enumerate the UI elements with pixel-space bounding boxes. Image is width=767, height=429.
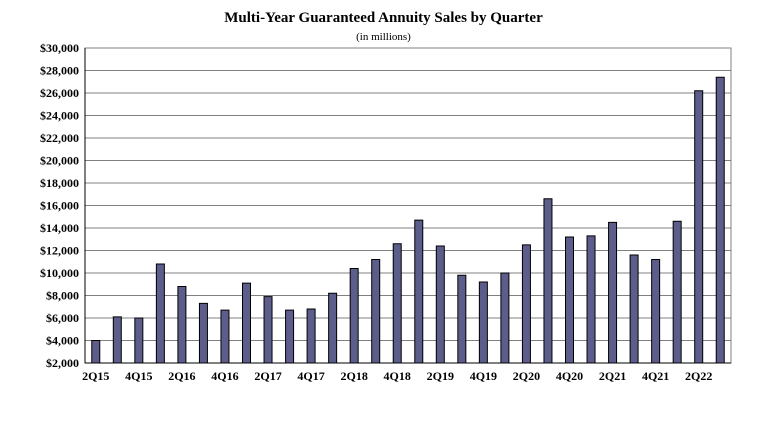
bar-1Q21 (586, 235, 596, 364)
bar-4Q21 (651, 259, 661, 364)
bar-2Q16 (177, 286, 187, 364)
bar-2Q18 (349, 268, 359, 364)
y-tick-label: $2,000 (46, 356, 79, 370)
y-tick-label: $22,000 (40, 131, 79, 145)
x-tick-label: 2Q22 (685, 369, 712, 383)
y-tick-label: $8,000 (46, 289, 79, 303)
bar-2Q15 (91, 340, 101, 364)
y-tick-label: $26,000 (40, 86, 79, 100)
x-tick-label: 2Q18 (340, 369, 367, 383)
bar-2Q21 (608, 221, 618, 364)
bar-1Q16 (155, 263, 165, 364)
y-tick-label: $12,000 (40, 244, 79, 258)
bar-3Q18 (371, 259, 381, 364)
x-tick-label: 4Q18 (384, 369, 411, 383)
bar-1Q19 (414, 219, 424, 364)
y-tick-label: $10,000 (40, 266, 79, 280)
bars (91, 76, 725, 364)
bar-3Q16 (198, 302, 208, 364)
y-tick-label: $30,000 (40, 41, 79, 55)
y-tick-label: $6,000 (46, 311, 79, 325)
y-tick-label: $14,000 (40, 221, 79, 235)
bar-3Q15 (112, 316, 122, 364)
chart-subtitle: (in millions) (356, 31, 411, 43)
bar-1Q22 (672, 220, 682, 364)
y-tick-label: $16,000 (40, 199, 79, 213)
y-tick-label: $4,000 (46, 334, 79, 348)
bar-2Q19 (435, 245, 445, 364)
x-tick-label: 4Q21 (642, 369, 669, 383)
bar-4Q15 (134, 317, 144, 364)
bar-3Q19 (457, 274, 467, 364)
bar-2Q20 (521, 244, 531, 364)
x-tick-label: 4Q19 (470, 369, 497, 383)
bar-4Q20 (565, 236, 574, 364)
bar-3Q21 (629, 254, 639, 364)
bar-2Q17 (263, 296, 273, 364)
x-tick-label: 4Q16 (211, 369, 238, 383)
x-tick-label: 4Q15 (125, 369, 152, 383)
bar-4Q18 (392, 243, 402, 364)
x-tick-label: 2Q15 (82, 369, 109, 383)
y-axis: $2,000 $4,000 $6,000 $8,000 $10,000 $12,000 $1… (40, 41, 86, 370)
bar-3Q17 (285, 309, 295, 364)
bar-4Q17 (306, 308, 316, 364)
bar-4Q16 (220, 309, 230, 364)
x-tick-label: 2Q20 (513, 369, 540, 383)
y-tick-label: $24,000 (40, 109, 79, 123)
x-tick-label: 2Q16 (168, 369, 195, 383)
bar-1Q18 (328, 292, 338, 364)
y-tick-label: $20,000 (40, 154, 79, 168)
bar-3Q20 (543, 198, 553, 364)
x-tick-label: 2Q19 (427, 369, 454, 383)
bar-2Q22 (694, 90, 704, 364)
bar-1Q17 (242, 282, 251, 364)
chart-title: Multi-Year Guaranteed Annuity Sales by Q… (224, 10, 543, 26)
x-tick-label: 4Q17 (297, 369, 324, 383)
x-tick-label: 4Q20 (556, 369, 583, 383)
bar-4Q19 (478, 281, 488, 364)
bar-1Q20 (500, 272, 510, 364)
x-axis: 2Q15 4Q15 2Q16 4Q16 2Q17 4Q17 2Q18 4Q18 2Q19 4Q19… (82, 362, 731, 383)
y-tick-label: $18,000 (40, 176, 79, 190)
x-tick-label: 2Q21 (599, 369, 626, 383)
bar-3Q22 (715, 76, 725, 364)
y-tick-label: $28,000 (40, 64, 79, 78)
x-tick-label: 2Q17 (254, 369, 281, 383)
